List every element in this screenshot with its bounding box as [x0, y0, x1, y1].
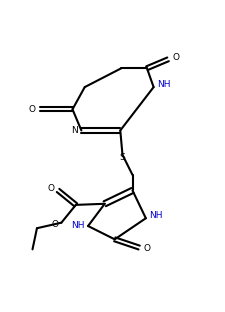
Text: O: O — [172, 53, 179, 61]
Text: N: N — [71, 126, 78, 135]
Text: NH: NH — [150, 212, 163, 221]
Text: O: O — [51, 220, 58, 229]
Text: S: S — [120, 153, 125, 162]
Text: O: O — [48, 184, 55, 193]
Text: NH: NH — [71, 222, 85, 231]
Text: O: O — [28, 105, 35, 114]
Text: NH: NH — [157, 80, 170, 90]
Text: O: O — [143, 244, 150, 253]
